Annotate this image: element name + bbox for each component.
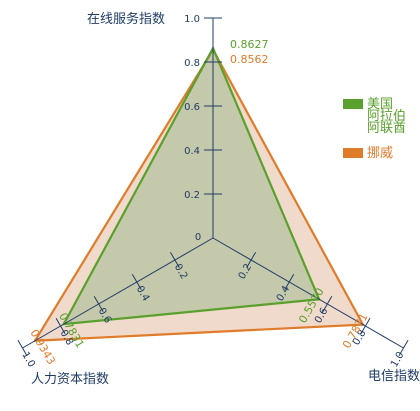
legend-label-0: 阿拉伯: [367, 109, 406, 124]
axis-telecom-tick: [246, 251, 257, 269]
center-tick-label: 0: [195, 232, 201, 243]
legend-swatch-0: [343, 99, 363, 109]
axis-telecom-tick: [398, 339, 409, 357]
legend-label-0: 阿联酋: [367, 120, 406, 136]
axis-telecom-line: [212, 237, 404, 349]
axis-human-capital-tick: [169, 251, 180, 269]
axis-telecom-tick: [360, 317, 371, 335]
value-label-norway-online: 0.8562: [230, 53, 269, 66]
axis-telecom-tick: [322, 295, 333, 313]
axis-human-capital-tick: [17, 339, 28, 357]
axis-online-service-tick-label: 0.6: [184, 102, 200, 113]
axis-human-capital-line: [22, 237, 214, 349]
axis-online-service-tick-label: 0.8: [184, 58, 200, 69]
axis-human-capital-tick: [93, 295, 104, 313]
axis-online-service-tick-label: 0.4: [184, 146, 200, 157]
axis-telecom-title: 电信指数: [368, 369, 420, 384]
axis-online-service-tick-label: 1.0: [184, 14, 200, 25]
axis-telecom-tick: [284, 273, 295, 291]
legend-label-1: 挪威: [367, 146, 393, 161]
series-polygon-us-uae: [61, 45, 321, 326]
axis-human-capital-title: 人力资本指数: [31, 372, 109, 387]
axis-online-service-tick-label: 0.2: [184, 190, 200, 201]
axis-online-service-title: 在线服务指数: [87, 11, 165, 27]
axis-human-capital-tick-label: 1.0: [19, 350, 36, 369]
axis-telecom-tick-label: 1.0: [389, 350, 406, 369]
series-polygon-norway: [32, 47, 365, 342]
legend-label-0: 美国: [367, 97, 393, 112]
value-label-us-uae-online: 0.8627: [230, 38, 269, 51]
axis-human-capital-tick: [131, 273, 142, 291]
legend-swatch-1: [343, 148, 363, 158]
axis-human-capital-tick: [55, 317, 66, 335]
